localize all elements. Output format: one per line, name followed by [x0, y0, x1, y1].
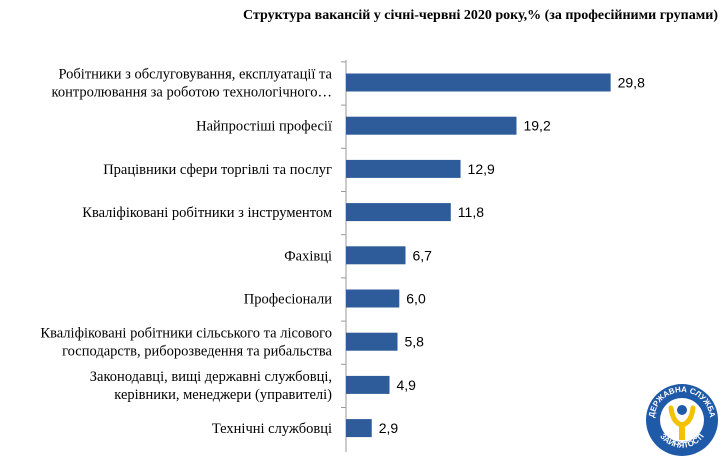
category-label: Технічні службовці: [212, 421, 332, 437]
category-label: Робітники з обслуговування, експлуатації…: [52, 67, 333, 101]
data-label: 2,9: [379, 420, 399, 436]
category-label: Законодавці, вищі державні службовці, кер…: [90, 369, 332, 403]
data-label: 11,8: [458, 204, 484, 220]
bar: [346, 116, 517, 135]
bar: [346, 332, 398, 351]
data-label: 6,0: [406, 291, 426, 307]
bar: [346, 289, 400, 308]
bar: [346, 375, 390, 394]
data-label: 6,7: [412, 247, 432, 263]
logo-symbol: [668, 405, 696, 440]
category-label: Кваліфіковані робітники сільського та лі…: [40, 326, 332, 360]
data-label: 12,9: [468, 161, 495, 177]
data-label: 29,8: [618, 75, 645, 91]
bar: [346, 203, 451, 222]
bar: [346, 73, 611, 92]
chart-title: Структура вакансій у січні-червні 2020 р…: [243, 8, 718, 23]
data-label: 19,2: [523, 118, 550, 134]
data-label: 5,8: [405, 334, 425, 350]
bar: [346, 246, 406, 265]
employment-service-logo: ДЕРЖАВНА СЛУЖБА ЗАЙНЯТОСТІ: [646, 384, 718, 456]
category-label: Кваліфіковані робітники з інструментом: [82, 205, 332, 221]
bar: [346, 419, 372, 438]
category-label: Найпростіші професії: [196, 119, 332, 135]
data-label: 4,9: [397, 377, 417, 393]
plot-area: 29,8 Робітники з обслуговування, експлуат…: [40, 60, 645, 452]
category-label: Працівники сфери торгівлі та послуг: [103, 162, 332, 178]
category-label: Фахівці: [284, 248, 332, 264]
category-label: Професіонали: [244, 292, 332, 308]
bar: [346, 159, 461, 178]
